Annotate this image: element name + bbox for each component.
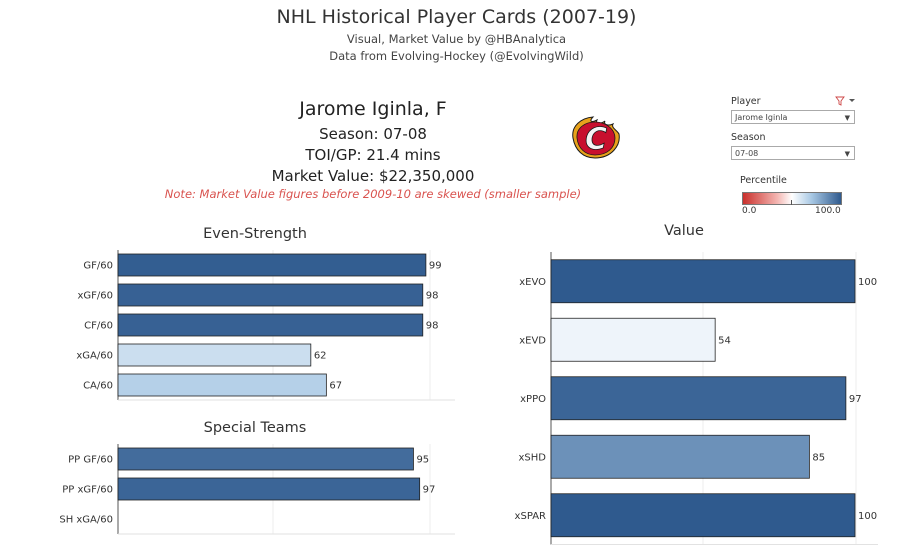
even-strength-category-label: CA/60 xyxy=(83,381,113,392)
season-select-value: 07-08 xyxy=(735,149,759,158)
value-bar[interactable] xyxy=(550,434,810,479)
season-select[interactable]: 07-08 ▼ xyxy=(731,146,855,160)
player-select-value: Jarome Iginla xyxy=(735,113,788,122)
even-strength-bar[interactable] xyxy=(117,373,327,397)
chevron-down-icon: ▼ xyxy=(844,114,850,122)
season-line: Season: 07-08 xyxy=(319,125,427,143)
value-value-label: 97 xyxy=(849,394,862,405)
special-teams-category-label: SH xGA/60 xyxy=(59,515,113,526)
market-value-line: Market Value: $22,350,000 xyxy=(271,167,475,185)
even-strength-category-label: xGA/60 xyxy=(76,351,113,362)
even-strength-value-label: 98 xyxy=(426,321,439,332)
value-value-label: 100 xyxy=(858,277,877,288)
value-bar[interactable] xyxy=(550,376,847,421)
legend-max-label: 100.0 xyxy=(815,206,841,216)
toi-line: TOI/GP: 21.4 mins xyxy=(305,146,441,164)
player-filter-label: Player xyxy=(731,96,761,107)
even-strength-category-label: CF/60 xyxy=(84,321,113,332)
value-bar[interactable] xyxy=(550,317,716,362)
special-teams-chart: Special Teams PP GF/60 95 PP xGF/60 97 SH xG… xyxy=(59,420,455,535)
legend-title: Percentile xyxy=(740,175,787,186)
legend-min-label: 0.0 xyxy=(742,206,757,216)
even-strength-value-label: 62 xyxy=(314,351,327,362)
subtitle-source: Data from Evolving-Hockey (@EvolvingWild… xyxy=(329,49,584,63)
special-teams-value-label: 97 xyxy=(423,485,436,496)
even-strength-value-label: 67 xyxy=(329,381,342,392)
calgary-flames-logo-icon: C xyxy=(572,116,620,159)
value-value-label: 100 xyxy=(858,511,877,522)
market-value-note: Note: Market Value figures before 2009-1… xyxy=(164,187,582,201)
value-category-label: xEVD xyxy=(519,335,546,346)
value-bar[interactable] xyxy=(550,493,856,538)
even-strength-bar[interactable] xyxy=(117,313,424,337)
even-strength-category-label: xGF/60 xyxy=(77,291,113,302)
logo-letter: C xyxy=(585,122,607,157)
special-teams-bar[interactable] xyxy=(117,447,414,471)
subtitle-credit: Visual, Market Value by @HBAnalytica xyxy=(346,32,567,46)
chevron-down-icon: ▼ xyxy=(844,150,850,158)
special-teams-category-label: PP xGF/60 xyxy=(62,485,113,496)
even-strength-value-label: 99 xyxy=(429,261,442,272)
player-select[interactable]: Jarome Iginla ▼ xyxy=(731,110,855,124)
value-chart: Value xEVO 100 xEVD 54 xPPO 97 xSHD 85 xSPAR 100 xyxy=(515,223,878,545)
legend-tick xyxy=(791,200,792,205)
player-name: Jarome Iginla, F xyxy=(299,98,447,120)
filter-clear-icon[interactable] xyxy=(835,96,855,106)
value-category-label: xEVO xyxy=(519,277,546,288)
even-strength-bar[interactable] xyxy=(117,343,312,367)
value-category-label: xSPAR xyxy=(515,511,546,522)
value-bar[interactable] xyxy=(550,259,856,304)
special-teams-value-label: 95 xyxy=(416,455,429,466)
special-teams-bar[interactable] xyxy=(117,477,421,501)
value-category-label: xSHD xyxy=(519,452,547,463)
even-strength-chart: Even-Strength GF/60 99 xGF/60 98 CF/60 98 xGA/… xyxy=(76,226,455,401)
value-value-label: 85 xyxy=(812,452,825,463)
value-title: Value xyxy=(664,223,704,239)
special-teams-category-label: PP GF/60 xyxy=(68,455,113,466)
page-title: NHL Historical Player Cards (2007-19) xyxy=(276,6,637,28)
value-value-label: 54 xyxy=(718,335,731,346)
even-strength-bar[interactable] xyxy=(117,283,424,307)
even-strength-bar[interactable] xyxy=(117,253,427,277)
value-category-label: xPPO xyxy=(520,394,546,405)
even-strength-value-label: 98 xyxy=(426,291,439,302)
even-strength-title: Even-Strength xyxy=(203,226,307,242)
percentile-color-scale xyxy=(742,192,842,205)
special-teams-title: Special Teams xyxy=(204,420,307,436)
even-strength-category-label: GF/60 xyxy=(83,261,113,272)
season-filter-label: Season xyxy=(731,132,766,143)
